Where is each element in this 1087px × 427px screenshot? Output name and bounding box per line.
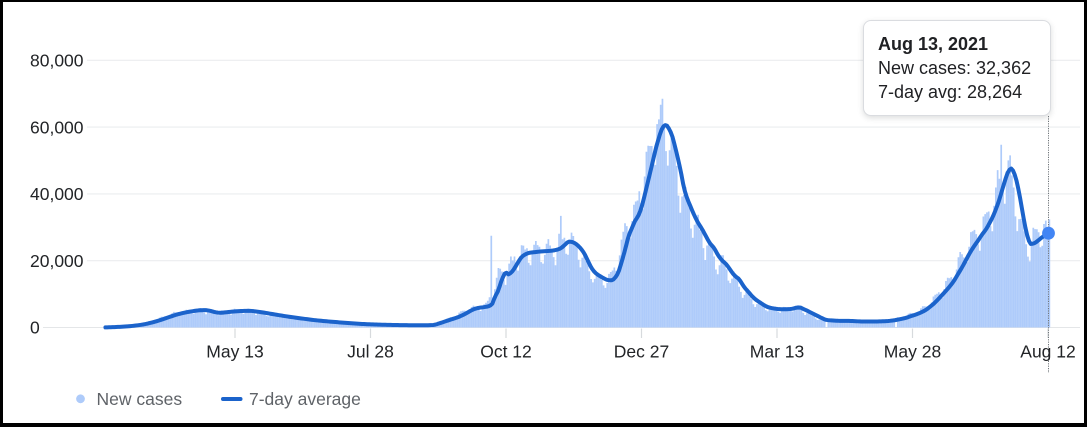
svg-text:May 13: May 13 [206,342,263,362]
svg-text:7-day average: 7-day average [249,389,361,409]
svg-text:May 28: May 28 [884,342,941,362]
svg-text:Dec 27: Dec 27 [614,342,669,362]
svg-text:Mar 13: Mar 13 [750,342,804,362]
svg-text:20,000: 20,000 [30,251,84,271]
svg-text:Jul 28: Jul 28 [347,342,394,362]
svg-text:80,000: 80,000 [30,51,84,71]
svg-text:New cases: New cases [97,389,183,409]
svg-text:60,000: 60,000 [30,117,84,137]
svg-text:0: 0 [30,318,40,338]
svg-text:40,000: 40,000 [30,184,84,204]
svg-text:Aug 12: Aug 12 [1020,342,1075,362]
svg-text:Oct 12: Oct 12 [480,342,532,362]
